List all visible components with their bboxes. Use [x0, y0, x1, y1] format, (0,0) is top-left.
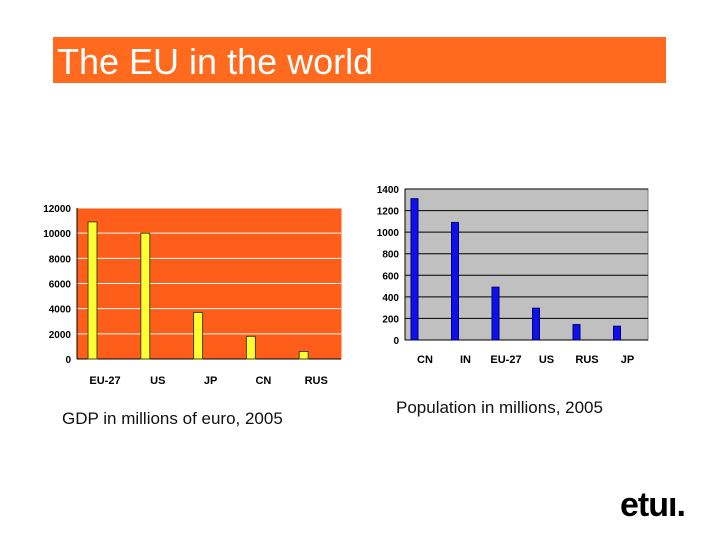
- population-y-tick-label: 800: [382, 250, 399, 261]
- population-bar: [410, 198, 419, 341]
- population-bar: [572, 324, 581, 341]
- gdp-x-tick-label: RUS: [305, 375, 328, 387]
- population-x-tick-label: US: [539, 354, 554, 366]
- gdp-bar: [87, 221, 98, 360]
- gdp-caption: GDP in millions of euro, 2005: [62, 409, 283, 428]
- gdp-y-tick-label: 8000: [49, 254, 72, 265]
- gdp-y-tick-label: 4000: [49, 305, 72, 316]
- population-bar: [491, 286, 500, 341]
- gdp-y-tick-label: 10000: [43, 229, 71, 240]
- population-y-tick-label: 1200: [377, 207, 400, 218]
- population-y-tick-label: 600: [382, 271, 399, 282]
- population-y-tick-label: 200: [382, 314, 399, 325]
- population-bar: [532, 307, 540, 341]
- population-y-tick-label: 400: [382, 293, 399, 304]
- population-plot-area: [404, 188, 649, 341]
- gdp-y-tick-label: 2000: [49, 330, 72, 341]
- population-y-tick-label: 1400: [377, 185, 400, 196]
- gdp-bar: [298, 350, 309, 360]
- population-x-tick-label: RUS: [575, 354, 598, 366]
- population-x-tick-label: CN: [417, 354, 433, 366]
- population-x-tick-label: JP: [621, 354, 634, 366]
- population-caption: Population in millions, 2005: [396, 398, 603, 417]
- title-bar: The EU in the world: [53, 37, 666, 83]
- etui-logo: etuı.: [620, 486, 686, 524]
- gdp-y-tick-label: 0: [65, 355, 71, 366]
- gdp-bar: [193, 311, 204, 360]
- population-y-tick-label: 1000: [377, 228, 400, 239]
- gdp-bar: [245, 335, 256, 360]
- gdp-y-tick-label: 6000: [49, 280, 72, 291]
- page-title: The EU in the world: [57, 41, 374, 82]
- gdp-bar: [140, 232, 151, 360]
- gdp-x-tick-label: EU-27: [89, 375, 120, 387]
- population-bar: [451, 221, 459, 341]
- gdp-x-tick-label: JP: [204, 375, 217, 387]
- gdp-x-tick-label: US: [150, 375, 165, 387]
- population-bar: [613, 325, 621, 341]
- gdp-y-tick-label: 12000: [43, 204, 71, 215]
- population-x-tick-label: IN: [460, 354, 471, 366]
- population-x-tick-label: EU-27: [490, 354, 521, 366]
- gdp-x-tick-label: CN: [255, 375, 271, 387]
- population-y-tick-label: 0: [393, 336, 399, 347]
